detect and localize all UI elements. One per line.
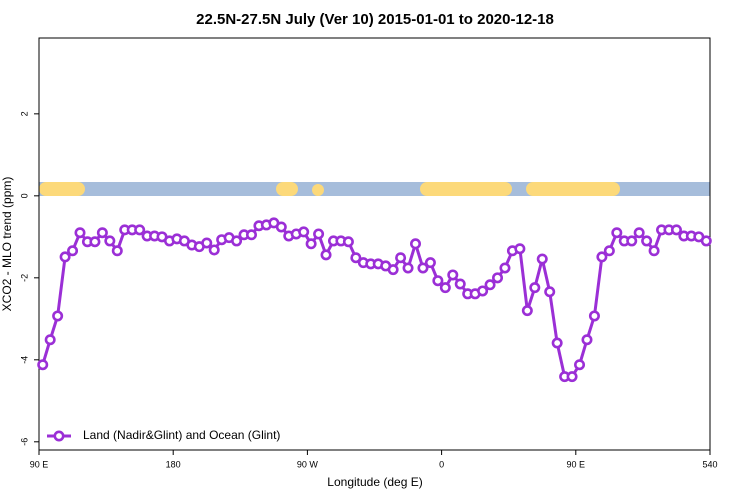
data-point <box>395 252 407 264</box>
chart-title: 22.5N-27.5N July (Ver 10) 2015-01-01 to … <box>196 11 554 28</box>
data-point <box>424 257 436 269</box>
data-point <box>111 245 123 257</box>
x-tick-label: 0 <box>439 459 444 469</box>
x-tick-label: 90 W <box>297 459 319 469</box>
data-point <box>387 264 399 276</box>
data-point <box>611 227 623 239</box>
data-point <box>134 224 146 236</box>
data-point <box>596 251 608 263</box>
data-point <box>104 235 116 247</box>
data-point <box>648 245 660 257</box>
land-ocean-strip <box>39 182 710 196</box>
data-point <box>275 221 287 233</box>
data-point <box>59 251 71 263</box>
data-point <box>74 227 86 239</box>
data-point <box>641 235 653 247</box>
data-point <box>521 305 533 317</box>
data-point <box>529 282 541 294</box>
x-axis-label: Longitude (deg E) <box>327 475 422 489</box>
data-point <box>544 286 556 298</box>
y-tick-label: 2 <box>19 111 29 116</box>
data-point <box>417 262 429 274</box>
data-point <box>574 359 586 371</box>
data-point <box>439 282 451 294</box>
data-point <box>320 249 332 261</box>
data-point <box>96 227 108 239</box>
data-point <box>231 235 243 247</box>
legend-label: Land (Nadir&Glint) and Ocean (Glint) <box>83 428 280 442</box>
data-point <box>410 238 422 250</box>
data-point <box>201 237 213 249</box>
data-point <box>342 236 354 248</box>
data-point <box>536 253 548 265</box>
legend-marker <box>53 430 65 442</box>
data-point <box>633 227 645 239</box>
y-axis-label: XCO2 - MLO trend (ppm) <box>0 177 14 312</box>
y-tick-label: -6 <box>19 438 29 446</box>
data-point <box>44 334 56 346</box>
data-point <box>447 269 459 281</box>
data-point <box>626 235 638 247</box>
x-tick-label: 90 E <box>567 459 586 469</box>
data-point <box>67 245 79 257</box>
data-point <box>477 285 489 297</box>
data-point <box>499 262 511 274</box>
plot-frame <box>38 37 711 451</box>
data-point <box>245 229 257 241</box>
data-point <box>37 359 49 371</box>
x-tick-label: 90 E <box>30 459 49 469</box>
data-point <box>89 236 101 248</box>
y-tick-label: 0 <box>19 193 29 198</box>
data-point <box>208 244 220 256</box>
data-point <box>313 228 325 240</box>
data-point <box>603 245 615 257</box>
data-point <box>454 278 466 290</box>
data-point <box>350 252 362 264</box>
data-point <box>588 310 600 322</box>
x-tick-label: 180 <box>166 459 181 469</box>
y-tick-label: -4 <box>19 356 29 364</box>
data-point <box>514 243 526 255</box>
data-point <box>581 334 593 346</box>
data-point <box>484 279 496 291</box>
data-point <box>402 262 414 274</box>
data-point <box>700 235 712 247</box>
data-point <box>551 337 563 349</box>
data-point <box>492 272 504 284</box>
y-tick-label: -2 <box>19 274 29 282</box>
data-point <box>670 224 682 236</box>
data-point <box>305 238 317 250</box>
x-tick-label: 540 <box>702 459 717 469</box>
data-point <box>298 226 310 238</box>
data-point <box>566 371 578 383</box>
data-point <box>52 310 64 322</box>
data-point <box>432 275 444 287</box>
